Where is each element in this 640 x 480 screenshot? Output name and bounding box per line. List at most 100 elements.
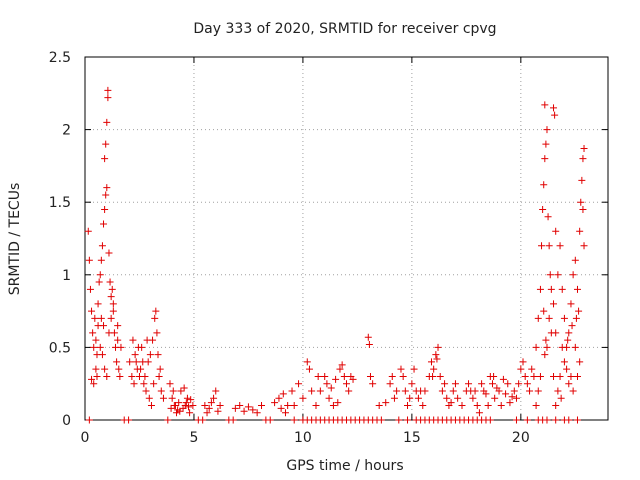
data-point <box>495 387 503 395</box>
data-point <box>336 365 344 373</box>
data-point <box>542 336 550 344</box>
data-point <box>369 380 377 388</box>
data-point <box>176 407 184 415</box>
data-point <box>86 285 94 293</box>
data-point <box>534 387 542 395</box>
data-point <box>212 387 220 395</box>
data-point <box>556 242 564 250</box>
data-point <box>88 375 96 383</box>
data-point <box>543 343 551 351</box>
data-point <box>258 401 266 409</box>
data-point <box>203 409 211 417</box>
data-point <box>182 399 190 407</box>
data-point <box>97 314 105 322</box>
data-point <box>145 394 153 402</box>
data-point <box>530 372 538 380</box>
data-point <box>141 372 149 380</box>
data-point <box>89 329 97 337</box>
data-point <box>504 380 512 388</box>
data-point <box>497 401 505 409</box>
data-point <box>526 387 534 395</box>
data-point <box>103 372 111 380</box>
data-point <box>106 278 114 286</box>
data-point <box>580 144 588 152</box>
data-point <box>281 409 289 417</box>
data-point <box>365 340 373 348</box>
data-point <box>186 409 194 417</box>
chart-title: Day 333 of 2020, SRMTID for receiver cpv… <box>193 21 496 37</box>
data-point <box>134 343 142 351</box>
data-point <box>401 387 409 395</box>
data-point <box>576 227 584 235</box>
data-point <box>199 416 207 424</box>
data-point <box>552 401 560 409</box>
data-point <box>573 285 581 293</box>
data-point <box>438 387 446 395</box>
data-point <box>164 416 172 424</box>
data-point <box>284 401 292 409</box>
data-point <box>552 227 560 235</box>
data-point <box>205 404 213 412</box>
data-point <box>432 351 440 359</box>
data-point <box>467 387 475 395</box>
data-point <box>156 365 164 373</box>
data-point <box>236 401 244 409</box>
data-point <box>404 416 412 424</box>
data-point <box>490 372 498 380</box>
data-point <box>382 399 390 407</box>
data-point <box>528 365 536 373</box>
data-points <box>84 86 588 424</box>
data-point <box>502 390 510 398</box>
data-point <box>510 387 518 395</box>
data-point <box>571 256 579 264</box>
data-point <box>101 365 109 373</box>
data-point <box>565 329 573 337</box>
data-point <box>139 358 147 366</box>
data-point <box>558 343 566 351</box>
data-point <box>295 380 303 388</box>
data-point <box>253 409 261 417</box>
data-point <box>154 351 162 359</box>
data-point <box>563 365 571 373</box>
data-point <box>506 399 514 407</box>
y-tick-labels: 0 0.5 1 1.5 2 2.5 <box>49 50 71 429</box>
data-point <box>580 242 588 250</box>
data-point <box>100 220 108 228</box>
data-point <box>552 416 560 424</box>
data-point <box>539 205 547 213</box>
data-point <box>564 336 572 344</box>
data-point <box>408 380 416 388</box>
data-point <box>152 307 160 315</box>
data-point <box>316 387 324 395</box>
data-point <box>107 293 115 301</box>
data-point <box>390 394 398 402</box>
data-point <box>303 358 311 366</box>
data-point <box>91 314 99 322</box>
data-point <box>305 365 313 373</box>
data-point <box>377 416 385 424</box>
data-point <box>104 86 112 94</box>
data-point <box>334 399 342 407</box>
y-tick-label: 2 <box>62 123 71 139</box>
data-point <box>168 394 176 402</box>
data-point <box>166 380 174 388</box>
data-point <box>414 394 422 402</box>
data-point <box>130 380 138 388</box>
data-point <box>343 380 350 388</box>
data-point <box>540 307 548 315</box>
data-point <box>125 416 133 424</box>
data-point <box>499 375 507 383</box>
data-point <box>189 401 197 409</box>
data-point <box>406 394 414 402</box>
data-point <box>534 314 542 322</box>
x-tick-label: 20 <box>512 430 530 446</box>
data-point <box>249 406 257 414</box>
data-point <box>375 401 383 409</box>
data-point <box>329 401 337 409</box>
data-point <box>386 380 394 388</box>
data-point <box>216 401 224 409</box>
data-point <box>175 399 183 407</box>
data-point <box>92 365 100 373</box>
data-point <box>85 256 93 264</box>
axis-ticks <box>84 56 608 421</box>
